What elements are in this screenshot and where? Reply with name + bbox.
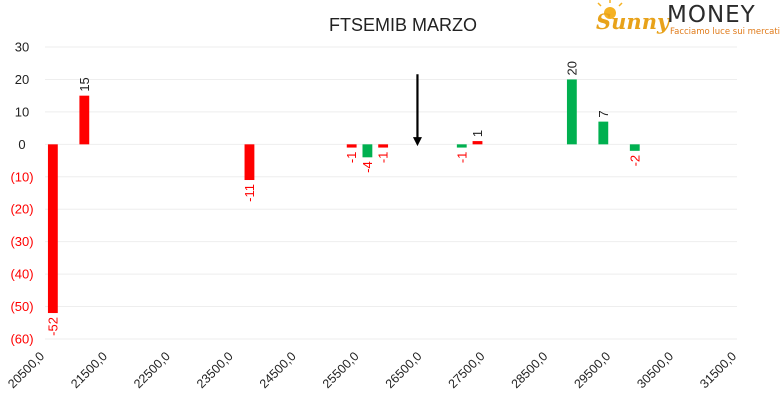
data-label: -4 [360,161,375,173]
x-tick-label: 25500,0 [320,349,362,391]
bar [346,144,357,148]
data-label: -1 [376,152,391,164]
data-label: -1 [454,152,469,164]
logo-brand-money: MONEY [667,2,756,28]
data-label: 20 [564,61,579,75]
x-axis: 20500,0 21500,0 22500,0 23500,0 24500,0 25500… [5,349,739,391]
bars [47,79,640,314]
bar [472,141,483,145]
gridlines [45,46,737,340]
y-tick-label: (10) [10,169,33,184]
bar [378,144,389,148]
bar [244,144,255,181]
y-tick-label: (40) [10,267,33,282]
x-tick-label: 30500,0 [634,349,676,391]
x-tick-label: 28500,0 [509,349,551,391]
x-tick-label: 23500,0 [194,349,236,391]
bar [598,121,609,145]
y-tick-label: 10 [15,104,29,119]
bar [79,95,90,145]
y-tick-label: 0 [18,137,25,152]
data-label: -52 [45,317,60,336]
sunny-money-logo: Sunny MONEY Facciamo luce sui mercati [596,0,780,37]
bar [456,144,467,148]
annotations [412,74,422,147]
x-tick-label: 21500,0 [68,349,110,391]
x-tick-label: 31500,0 [697,349,739,391]
y-tick-label: (60) [10,332,33,347]
data-label: -2 [627,155,642,167]
x-tick-label: 22500,0 [131,349,173,391]
y-axis: 30 20 10 0 (10) (20) (30) (40) (50) (60) [10,40,33,347]
data-label: -1 [344,152,359,164]
y-tick-label: 20 [15,72,29,87]
data-label: 15 [77,77,92,91]
bar [629,144,640,151]
data-label: 7 [596,110,611,117]
x-tick-label: 26500,0 [383,349,425,391]
data-label: 1 [470,130,485,137]
x-tick-label: 20500,0 [5,349,47,391]
y-tick-label: (20) [10,202,33,217]
y-tick-label: (50) [10,299,33,314]
x-tick-label: 29500,0 [571,349,613,391]
x-tick-label: 27500,0 [446,349,488,391]
bar [47,144,58,314]
bar [362,144,373,158]
logo-tagline: Facciamo luce sui mercati [670,27,780,37]
y-tick-label: (30) [10,234,33,249]
x-tick-label: 24500,0 [257,349,299,391]
data-label: -11 [242,184,257,202]
y-tick-label: 30 [15,40,29,55]
arrow-down-icon [412,74,422,147]
chart-title: FTSEMIB MARZO [329,15,477,35]
sun-icon [597,0,623,19]
bar [566,79,577,145]
logo-brand-sunny: Sunny [596,9,671,34]
